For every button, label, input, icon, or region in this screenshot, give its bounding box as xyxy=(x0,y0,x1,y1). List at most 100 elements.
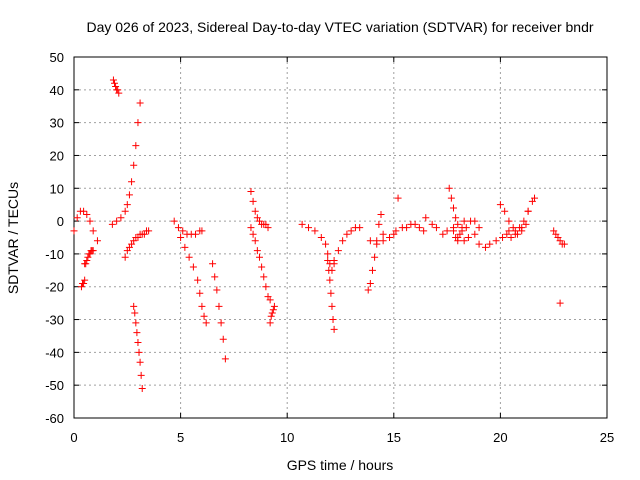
series-arc27 xyxy=(556,299,564,307)
data-point xyxy=(123,201,131,209)
data-point xyxy=(368,266,376,274)
series-arc21 xyxy=(445,184,483,235)
y-tick-labels: -60 -50 -40 -30 -20 -10 0 10 20 30 40 50 xyxy=(45,50,64,426)
data-point xyxy=(262,283,270,291)
y-tick-label: -40 xyxy=(45,345,64,360)
data-point xyxy=(428,220,436,228)
data-point xyxy=(317,234,325,241)
data-point xyxy=(443,227,451,235)
data-point xyxy=(454,220,462,228)
data-point xyxy=(121,253,129,261)
data-point xyxy=(209,260,217,268)
data-point xyxy=(247,188,255,196)
series-arc02 xyxy=(77,276,89,291)
data-point xyxy=(137,371,145,379)
data-point xyxy=(174,224,182,232)
data-point xyxy=(247,224,255,232)
data-point xyxy=(326,276,334,284)
data-point xyxy=(311,227,319,235)
data-point xyxy=(198,227,206,235)
x-tick-label: 25 xyxy=(600,430,614,445)
grid xyxy=(74,57,607,418)
data-point xyxy=(516,224,524,232)
data-point xyxy=(258,263,266,271)
data-point xyxy=(471,230,479,238)
data-point xyxy=(138,384,146,392)
data-point xyxy=(267,312,275,320)
data-point xyxy=(422,214,430,222)
data-point xyxy=(194,276,202,284)
data-point xyxy=(322,240,330,248)
data-point xyxy=(131,309,139,317)
data-point xyxy=(130,161,138,169)
data-point xyxy=(80,279,88,287)
data-point xyxy=(108,220,116,228)
data-point xyxy=(445,184,453,192)
y-tick-label: -60 xyxy=(45,411,64,426)
data-point xyxy=(255,253,263,261)
series-arc11 xyxy=(209,260,229,363)
series-arc08 xyxy=(130,302,146,392)
series-arc18 xyxy=(364,211,387,294)
data-point xyxy=(392,227,400,235)
data-point xyxy=(192,230,200,238)
data-point xyxy=(460,217,468,225)
data-point xyxy=(377,211,385,219)
data-point xyxy=(111,79,119,87)
series-arc04 xyxy=(93,237,101,245)
data-point xyxy=(505,217,513,225)
data-point xyxy=(121,207,129,215)
data-point xyxy=(305,224,313,232)
data-point xyxy=(211,273,219,281)
data-point xyxy=(447,194,455,202)
data-point xyxy=(366,237,374,245)
data-point xyxy=(260,273,268,281)
data-point xyxy=(251,207,259,215)
data-point xyxy=(371,253,379,261)
data-point xyxy=(132,319,140,327)
data-point xyxy=(181,243,189,251)
data-point xyxy=(386,234,394,241)
data-point xyxy=(253,247,261,255)
data-point xyxy=(73,214,81,222)
series-arc17 xyxy=(330,224,364,264)
axis-ticks xyxy=(73,56,608,419)
data-point xyxy=(449,227,457,235)
data-point xyxy=(366,279,374,287)
data-point xyxy=(511,227,519,235)
x-tick-label: 15 xyxy=(387,430,401,445)
data-point xyxy=(324,250,332,258)
data-point xyxy=(217,319,225,327)
data-point xyxy=(411,220,419,228)
data-point xyxy=(251,237,259,245)
data-point xyxy=(83,211,91,219)
data-point xyxy=(475,240,483,248)
data-point xyxy=(134,119,142,127)
data-point xyxy=(81,276,89,284)
data-point xyxy=(379,237,387,245)
data-point xyxy=(452,214,460,222)
data-point xyxy=(373,240,381,248)
y-axis-label: SDTVAR / TECUs xyxy=(5,182,21,294)
data-point xyxy=(221,355,229,363)
data-point xyxy=(460,237,468,245)
data-point xyxy=(432,224,440,232)
data-point xyxy=(179,227,187,235)
data-point xyxy=(464,234,472,241)
series-arc12 xyxy=(247,188,272,232)
data-point xyxy=(135,348,143,356)
y-tick-label: -10 xyxy=(45,247,64,262)
series-arc01 xyxy=(70,207,97,235)
data-point xyxy=(270,302,278,310)
data-point xyxy=(215,302,223,310)
data-point xyxy=(330,256,338,264)
data-point xyxy=(89,247,97,255)
data-point xyxy=(379,230,387,238)
data-point xyxy=(327,289,335,297)
data-point xyxy=(471,217,479,225)
data-point xyxy=(170,217,178,225)
series-arc10 xyxy=(177,234,210,327)
y-tick-label: -30 xyxy=(45,313,64,328)
y-tick-label: 10 xyxy=(50,181,64,196)
